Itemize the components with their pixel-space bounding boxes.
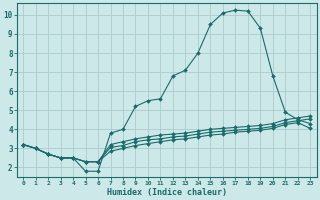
X-axis label: Humidex (Indice chaleur): Humidex (Indice chaleur) [107, 188, 227, 197]
